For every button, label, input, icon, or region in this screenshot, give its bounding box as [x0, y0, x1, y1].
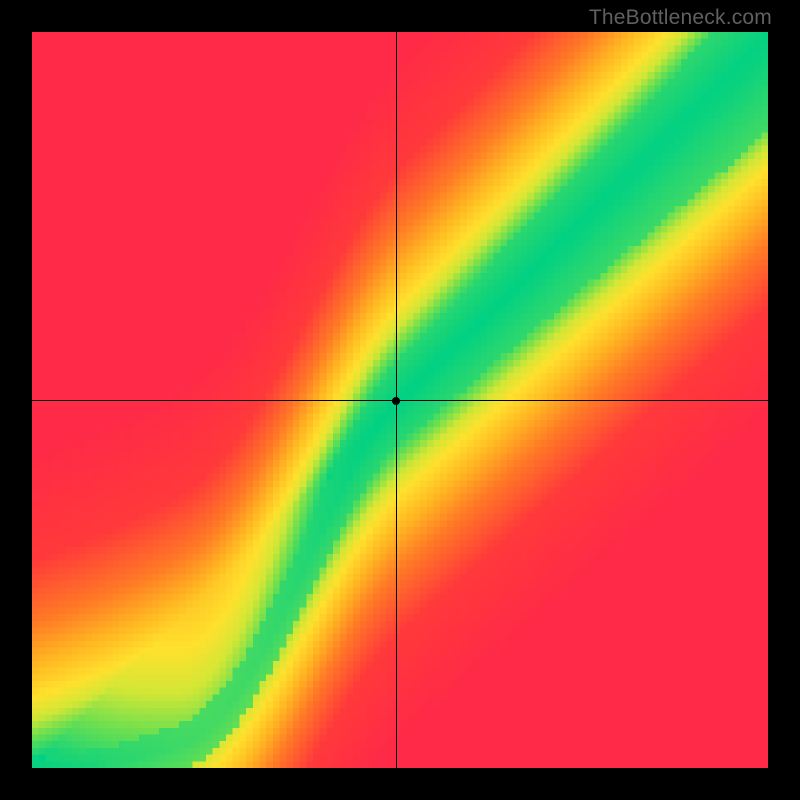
crosshair-marker — [392, 397, 400, 405]
heatmap-plot — [32, 32, 768, 768]
watermark-text: TheBottleneck.com — [589, 6, 772, 30]
